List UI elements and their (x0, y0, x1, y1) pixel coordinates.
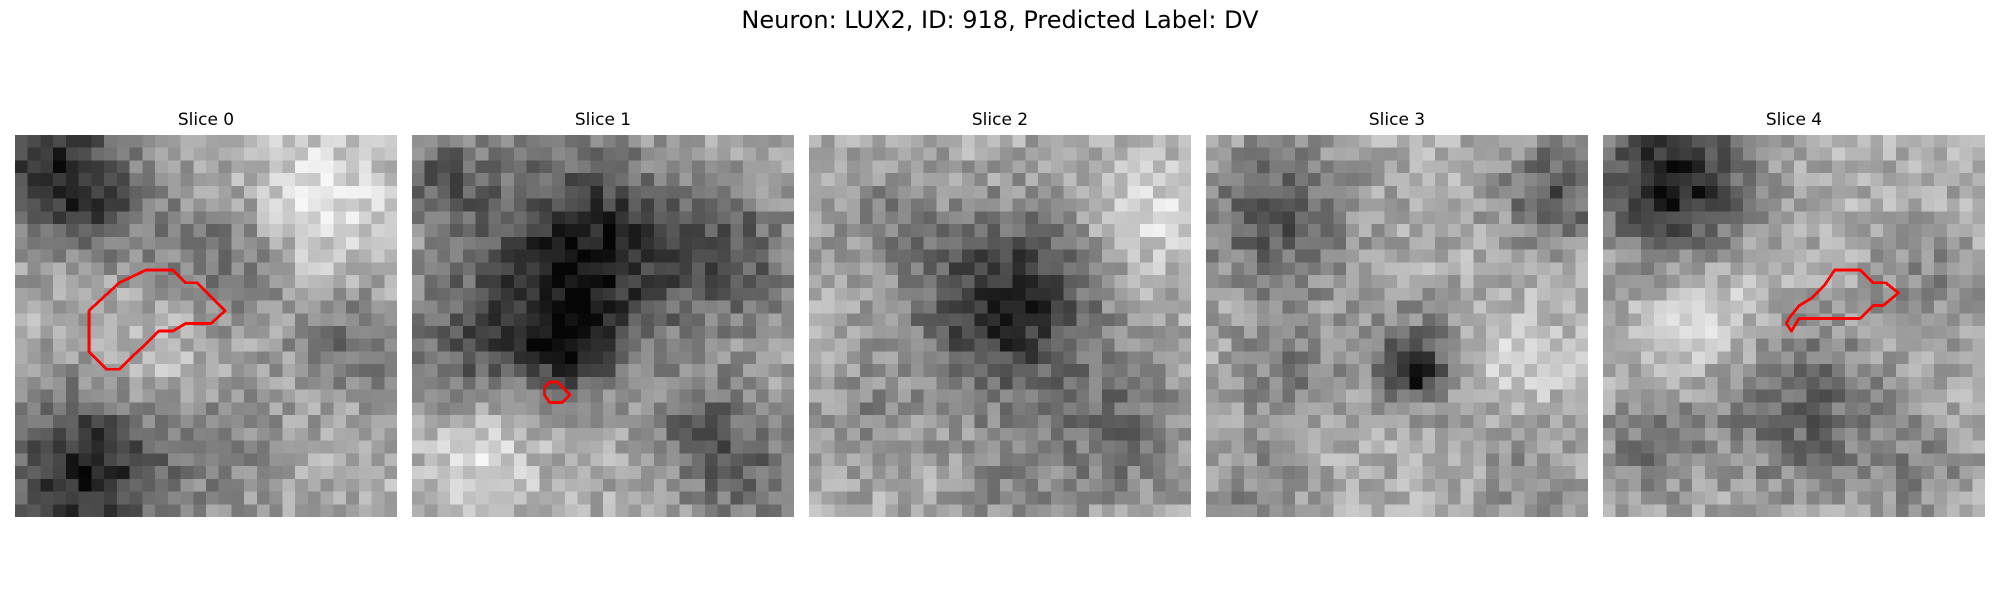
slice-0-roi-outline (87, 268, 227, 371)
slice-1-title: Slice 1 (574, 110, 632, 130)
slice-1-image (412, 135, 794, 517)
slice-3-title: Slice 3 (1368, 110, 1426, 130)
slice-4-image (1603, 135, 1985, 517)
slice-0-image (15, 135, 397, 517)
slice-2-title: Slice 2 (971, 110, 1029, 130)
slice-3-image (1206, 135, 1588, 517)
slice-1-pixels (412, 135, 794, 517)
slice-1-roi-outline (543, 380, 572, 404)
slice-3-pixels (1206, 135, 1588, 517)
slice-4-pixels (1603, 135, 1985, 517)
slice-0-pixels (15, 135, 397, 517)
figure-title: Neuron: LUX2, ID: 918, Predicted Label: … (741, 6, 1259, 34)
slice-2-pixels (809, 135, 1191, 517)
slice-0-title: Slice 0 (177, 110, 235, 130)
slice-2-image (809, 135, 1191, 517)
slice-4-roi-outline (1784, 268, 1900, 333)
slice-4-title: Slice 4 (1765, 110, 1823, 130)
